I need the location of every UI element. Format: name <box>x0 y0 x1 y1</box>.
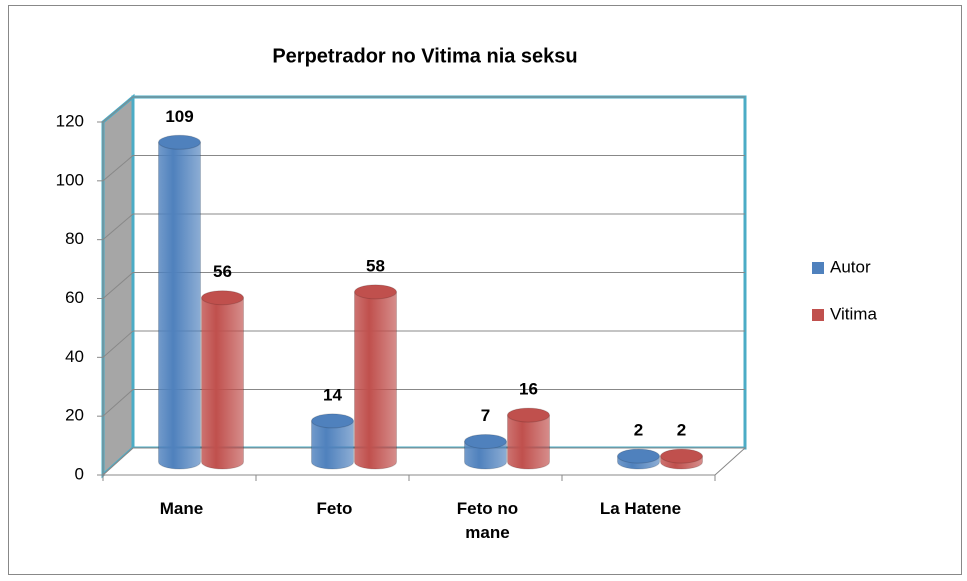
data-label: 58 <box>366 256 385 275</box>
bar <box>507 414 550 470</box>
legend-label: Vitima <box>830 304 877 323</box>
bar <box>158 141 201 470</box>
data-label: 109 <box>165 107 193 126</box>
y-tick-label: 0 <box>75 464 84 483</box>
legend-label: Autor <box>830 257 871 276</box>
chart-title: Perpetrador no Vitima nia seksu <box>272 45 577 67</box>
bar <box>354 291 397 470</box>
y-tick-label: 20 <box>65 406 84 425</box>
y-tick-label: 120 <box>56 111 84 130</box>
x-tick-label: La Hatene <box>599 499 682 518</box>
bar <box>464 440 507 470</box>
data-label: 2 <box>634 421 643 440</box>
grid-line <box>102 213 134 241</box>
grid-line <box>102 389 134 417</box>
bar-top <box>158 134 201 150</box>
bar-top <box>617 448 660 464</box>
data-label: 14 <box>323 385 342 404</box>
y-tick-label: 40 <box>65 347 84 366</box>
grid-line <box>102 330 134 358</box>
data-label: 16 <box>519 380 538 399</box>
bar-top <box>464 433 507 449</box>
data-label: 2 <box>677 421 686 440</box>
grid-line <box>102 272 134 299</box>
legend-swatch <box>812 262 824 274</box>
y-tick-label: 80 <box>65 229 84 248</box>
y-tick-label: 100 <box>56 170 84 189</box>
bar-top <box>507 407 550 423</box>
grid-line <box>102 447 134 476</box>
data-label: 7 <box>481 406 490 425</box>
x-tick-label: Mane <box>159 499 204 518</box>
grid-line <box>102 96 134 123</box>
legend-swatch <box>812 309 824 321</box>
y-tick-label: 60 <box>65 288 84 307</box>
data-label: 56 <box>213 262 232 281</box>
x-tick-label: Feto <box>316 499 353 518</box>
bar <box>201 297 244 470</box>
bar-top <box>354 284 397 300</box>
bar-top <box>311 413 354 429</box>
bar <box>311 420 354 470</box>
x-tick-label: Feto no mane <box>456 499 519 542</box>
bar-top <box>201 290 244 306</box>
bar-top <box>660 448 703 464</box>
grid-line <box>102 155 134 182</box>
